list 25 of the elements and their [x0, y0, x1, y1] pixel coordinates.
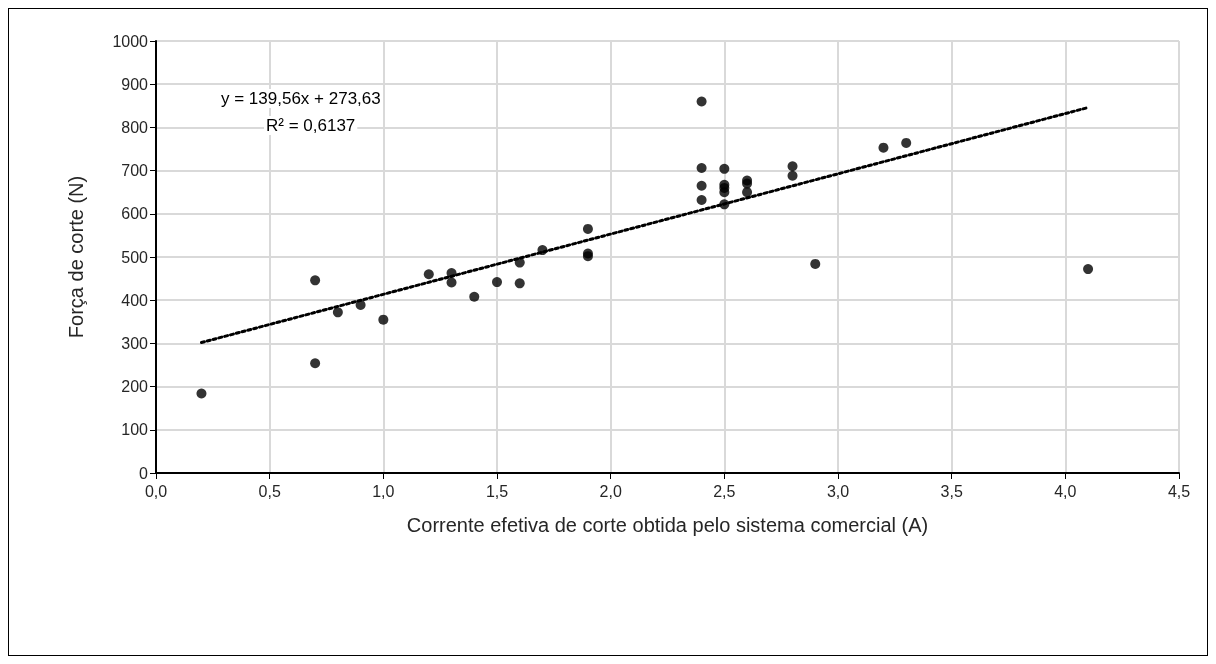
x-tick-label: 4,0	[1054, 482, 1077, 500]
x-tick-label: 0,0	[144, 482, 168, 500]
x-tick-label: 0,5	[258, 482, 281, 500]
y-tick-label: 700	[121, 162, 149, 180]
x-tick-label: 3,5	[940, 482, 963, 500]
x-tick-label: 2,5	[713, 482, 736, 500]
y-tick-label: 600	[121, 205, 149, 223]
y-tick-label: 500	[121, 248, 149, 266]
y-tick-label: 1000	[112, 32, 149, 50]
y-tick-label: 400	[121, 291, 149, 309]
y-tick-label: 200	[121, 378, 149, 396]
x-axis-title: Corrente efetiva de corte obtida pelo sistema comercial (A)	[406, 514, 929, 536]
y-tick-label: 0	[139, 464, 149, 482]
x-tick-label: 3,0	[826, 482, 850, 500]
annotation: R² = 0,6137	[266, 116, 356, 135]
y-tick-label: 300	[121, 334, 149, 352]
x-tick-label: 1,5	[485, 482, 509, 500]
x-tick-label: 4,5	[1167, 482, 1191, 500]
y-tick-label: 800	[121, 118, 149, 136]
y-axis-title: Força de corte (N)	[65, 175, 87, 339]
annotation: y = 139,56x + 273,63	[221, 89, 381, 108]
x-tick-label: 1,0	[372, 482, 395, 500]
y-tick-label: 900	[121, 75, 149, 93]
y-tick-label: 100	[121, 421, 149, 439]
x-tick-label: 2,0	[599, 482, 622, 500]
